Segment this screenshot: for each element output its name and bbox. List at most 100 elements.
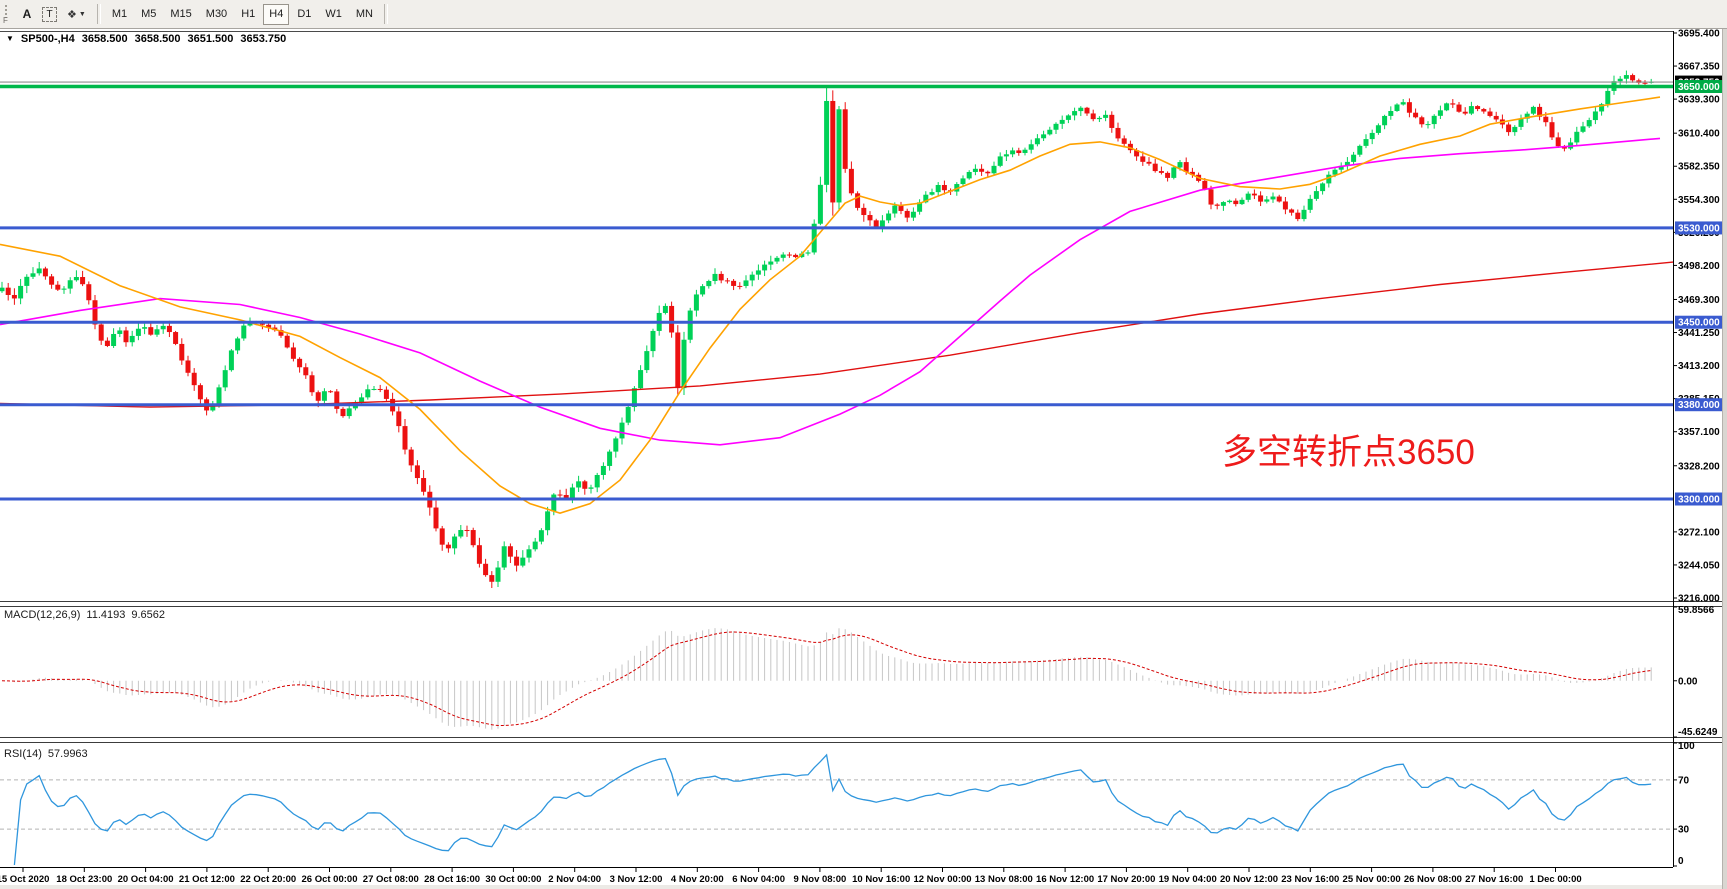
svg-text:25 Nov 00:00: 25 Nov 00:00	[1343, 874, 1401, 885]
svg-text:3300.000: 3300.000	[1678, 495, 1720, 506]
svg-text:3530.000: 3530.000	[1678, 223, 1720, 234]
svg-text:20 Oct 04:00: 20 Oct 04:00	[118, 874, 174, 885]
timeframe-w1-button[interactable]: W1	[319, 4, 348, 25]
rsi-levels	[0, 779, 1673, 830]
window-right-edge	[1722, 29, 1727, 889]
toolbar-separator	[96, 4, 101, 24]
svg-text:3695.400: 3695.400	[1678, 29, 1720, 40]
macd-histogram	[7, 628, 1652, 730]
svg-text:3554.300: 3554.300	[1678, 195, 1720, 206]
ohlc-open: 3658.500	[81, 33, 128, 45]
chevron-down-icon: ▼	[78, 10, 86, 18]
text-label-tool-button[interactable]: A	[16, 4, 38, 25]
rsi-axis: 100 70 30 0	[1673, 741, 1695, 867]
ohlc-close: 3653.750	[240, 33, 287, 45]
svg-text:23 Nov 16:00: 23 Nov 16:00	[1281, 874, 1339, 885]
svg-text:30: 30	[1678, 825, 1690, 836]
hline-badge-3450: 3450.000	[1675, 315, 1725, 329]
svg-text:16 Nov 12:00: 16 Nov 12:00	[1036, 874, 1094, 885]
svg-text:2 Nov 04:00: 2 Nov 04:00	[548, 874, 601, 885]
svg-text:3650.000: 3650.000	[1678, 82, 1720, 93]
timeframe-d1-button[interactable]: D1	[291, 4, 317, 25]
panel-borders	[0, 31, 1727, 868]
svg-text:15 Oct 2020: 15 Oct 2020	[0, 874, 49, 885]
svg-text:1 Dec 00:00: 1 Dec 00:00	[1529, 874, 1581, 885]
svg-text:27 Oct 08:00: 27 Oct 08:00	[363, 874, 419, 885]
hline-badge-3530: 3530.000	[1675, 221, 1725, 235]
timeframe-m30-button[interactable]: M30	[200, 4, 233, 25]
hline-badge-3380: 3380.000	[1675, 398, 1725, 412]
svg-text:-45.6249: -45.6249	[1678, 727, 1718, 738]
rsi-indicator-label: RSI(14) 57.9963	[4, 748, 88, 760]
indicators-icon: ❖	[67, 8, 77, 21]
svg-text:18 Oct 23:00: 18 Oct 23:00	[56, 874, 112, 885]
svg-text:3469.300: 3469.300	[1678, 295, 1720, 306]
svg-text:100: 100	[1678, 741, 1695, 752]
svg-text:3 Nov 12:00: 3 Nov 12:00	[610, 874, 663, 885]
timeframe-mn-button[interactable]: MN	[350, 4, 379, 25]
svg-text:3582.350: 3582.350	[1678, 162, 1720, 173]
toolbar-grip[interactable]: F	[2, 4, 12, 25]
toolbar-grip-dots	[4, 4, 8, 18]
hline-badge-3650: 3650.000	[1675, 80, 1725, 94]
rsi-name: RSI(14)	[4, 748, 42, 760]
chart-annotation-text[interactable]: 多空转折点3650	[1222, 433, 1475, 472]
svg-text:70: 70	[1678, 775, 1690, 786]
svg-text:3272.100: 3272.100	[1678, 527, 1720, 538]
ohlc-low: 3651.500	[187, 33, 234, 45]
svg-text:3498.200: 3498.200	[1678, 261, 1720, 272]
timeframe-h1-button[interactable]: H1	[235, 4, 261, 25]
svg-text:20 Nov 12:00: 20 Nov 12:00	[1220, 874, 1278, 885]
svg-text:3441.250: 3441.250	[1678, 328, 1720, 339]
rsi-line	[13, 753, 1652, 866]
svg-text:3328.200: 3328.200	[1678, 461, 1720, 472]
ma-mid-magenta-line	[0, 137, 1661, 446]
toolbar: F A T ❖ ▼ M1 M5 M15 M30 H1 H4 D1 W1 MN	[0, 0, 1727, 29]
timeframe-m1-button[interactable]: M1	[106, 4, 133, 25]
svg-text:13 Nov 08:00: 13 Nov 08:00	[975, 874, 1033, 885]
svg-text:21 Oct 12:00: 21 Oct 12:00	[179, 874, 235, 885]
svg-text:3357.100: 3357.100	[1678, 427, 1720, 438]
svg-text:10 Nov 16:00: 10 Nov 16:00	[852, 874, 910, 885]
time-axis[interactable]: 15 Oct 2020 18 Oct 23:00 20 Oct 04:00 21 Oc…	[0, 867, 1582, 885]
ma-slow-red-line	[0, 261, 1674, 408]
svg-text:3450.000: 3450.000	[1678, 318, 1720, 329]
toolbar-separator	[383, 4, 388, 24]
svg-text:59.8566: 59.8566	[1678, 605, 1715, 616]
timeframe-m5-button[interactable]: M5	[135, 4, 162, 25]
text-tool-button[interactable]: T	[42, 6, 57, 22]
svg-text:28 Oct 16:00: 28 Oct 16:00	[424, 874, 480, 885]
svg-text:3244.050: 3244.050	[1678, 560, 1720, 571]
symbol-period-label: SP500-,H4	[20, 33, 75, 45]
indicators-dropdown-button[interactable]: ❖ ▼	[61, 4, 92, 25]
svg-text:19 Nov 04:00: 19 Nov 04:00	[1159, 874, 1217, 885]
svg-text:3639.300: 3639.300	[1678, 95, 1720, 106]
macd-axis: 59.8566 0.00 -45.6249	[1673, 605, 1718, 738]
timeframe-m15-button[interactable]: M15	[164, 4, 197, 25]
svg-text:26 Nov 08:00: 26 Nov 08:00	[1404, 874, 1462, 885]
macd-signal-value: 9.6562	[131, 609, 166, 621]
svg-text:3667.350: 3667.350	[1678, 62, 1720, 73]
timeframe-h4-button[interactable]: H4	[263, 3, 290, 25]
svg-text:0: 0	[1678, 856, 1684, 867]
macd-indicator-label: MACD(12,26,9) 11.4193 9.6562	[4, 609, 165, 621]
hline-badge-3300: 3300.000	[1675, 492, 1725, 506]
symbol-ohlc-bar: ▼ SP500-,H4 3658.500 3658.500 3651.500 3…	[6, 33, 286, 45]
svg-text:4 Nov 20:00: 4 Nov 20:00	[671, 874, 724, 885]
svg-text:22 Oct 20:00: 22 Oct 20:00	[240, 874, 296, 885]
svg-text:27 Nov 16:00: 27 Nov 16:00	[1465, 874, 1523, 885]
candlestick-series	[0, 70, 1654, 589]
svg-text:9 Nov 08:00: 9 Nov 08:00	[793, 874, 846, 885]
symbol-dropdown-icon[interactable]: ▼	[6, 34, 14, 43]
svg-text:12 Nov 00:00: 12 Nov 00:00	[913, 874, 971, 885]
svg-text:6 Nov 04:00: 6 Nov 04:00	[732, 874, 785, 885]
window-bottom-edge	[0, 885, 1722, 889]
svg-text:3216.000: 3216.000	[1678, 594, 1720, 605]
macd-name: MACD(12,26,9)	[4, 609, 81, 621]
svg-text:26 Oct 00:00: 26 Oct 00:00	[302, 874, 358, 885]
macd-main-value: 11.4193	[86, 609, 126, 621]
svg-text:3610.400: 3610.400	[1678, 129, 1720, 140]
toolbar-grip-label: F	[3, 16, 8, 25]
